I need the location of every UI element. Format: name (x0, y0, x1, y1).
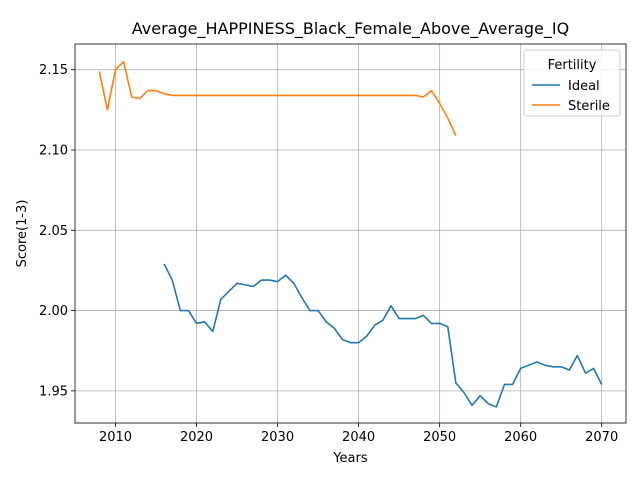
x-tick-label: 2040 (342, 430, 375, 445)
x-tick-label: 2010 (99, 430, 132, 445)
y-tick-label: 2.00 (39, 304, 68, 319)
series-group (98, 60, 603, 408)
y-tick-label: 1.95 (39, 384, 68, 399)
legend: Fertility Ideal Sterile (523, 49, 621, 117)
x-tick-label: 2060 (504, 430, 537, 445)
chart-title: Average_HAPPINESS_Black_Female_Above_Ave… (132, 19, 569, 39)
y-tick-label: 2.15 (39, 63, 68, 78)
x-axis-label: Years (332, 451, 368, 466)
ticks: 2010 2020 2030 2040 2050 2060 2070 1.95 2.00 2.05… (39, 63, 618, 445)
x-tick-label: 2050 (423, 430, 456, 445)
legend-box (523, 49, 621, 117)
x-tick-label: 2030 (261, 430, 294, 445)
plot-frame (74, 43, 627, 424)
series-line-sterile (98, 60, 457, 136)
x-tick-label: 2070 (585, 430, 618, 445)
legend-title: Fertility (548, 58, 597, 73)
y-tick-label: 2.10 (39, 143, 68, 158)
x-tick-label: 2020 (180, 430, 213, 445)
legend-entry-sterile: Sterile (568, 99, 610, 114)
legend-entry-ideal: Ideal (568, 79, 600, 94)
y-tick-label: 2.05 (39, 224, 68, 239)
y-axis-label: Score(1-3) (15, 200, 30, 268)
grid (75, 44, 626, 423)
series-line-ideal (163, 263, 603, 408)
